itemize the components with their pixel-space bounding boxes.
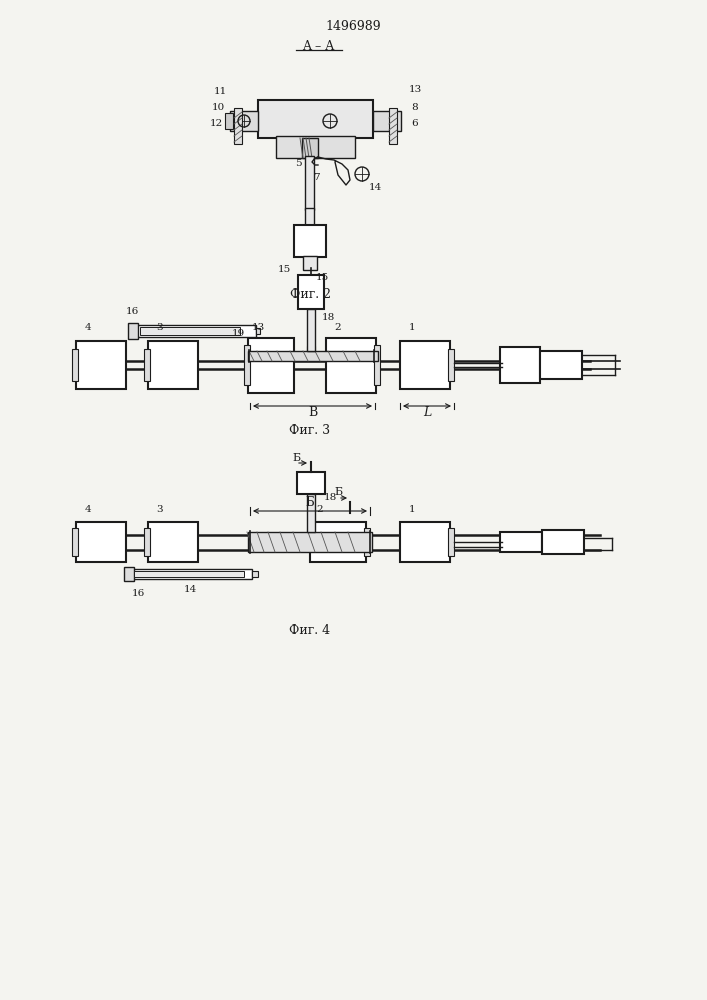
Bar — [148, 522, 198, 562]
Bar — [136, 325, 256, 337]
Bar — [373, 111, 401, 131]
Text: 1: 1 — [409, 322, 415, 332]
Text: 1: 1 — [409, 506, 415, 514]
Text: 15: 15 — [315, 272, 329, 282]
Bar — [76, 341, 126, 389]
Bar — [542, 530, 584, 554]
Bar — [307, 346, 315, 351]
Text: 13: 13 — [252, 322, 264, 332]
Bar — [400, 522, 450, 562]
Bar — [234, 108, 242, 144]
Text: 1496989: 1496989 — [325, 19, 381, 32]
Bar — [389, 108, 397, 144]
Bar — [448, 349, 454, 381]
Bar — [72, 528, 78, 556]
Bar — [148, 341, 198, 389]
Text: 14: 14 — [368, 184, 382, 192]
Text: 13: 13 — [409, 86, 421, 95]
Text: 11: 11 — [214, 88, 227, 97]
Bar — [500, 532, 542, 552]
Bar — [400, 341, 450, 389]
Text: 18: 18 — [323, 493, 337, 502]
Bar — [307, 309, 315, 351]
Bar — [294, 225, 326, 257]
Text: 5: 5 — [295, 159, 301, 168]
Bar — [258, 100, 373, 138]
Bar — [448, 528, 454, 556]
Text: 4: 4 — [85, 322, 91, 332]
Text: 7: 7 — [312, 174, 320, 182]
Bar — [540, 351, 582, 379]
Text: 10: 10 — [211, 103, 225, 111]
Text: 2: 2 — [334, 322, 341, 332]
Bar — [128, 323, 138, 339]
Bar — [72, 349, 78, 381]
Bar — [248, 338, 294, 393]
Text: L: L — [423, 406, 431, 420]
Bar — [144, 349, 150, 381]
Text: 2: 2 — [317, 506, 323, 514]
Text: 3: 3 — [157, 506, 163, 514]
Bar — [144, 528, 150, 556]
Text: Фиг. 2: Фиг. 2 — [289, 288, 330, 300]
Bar — [248, 532, 372, 552]
Text: A – A: A – A — [302, 39, 334, 52]
Text: Б: Б — [334, 487, 342, 497]
Text: Фиг. 4: Фиг. 4 — [289, 624, 331, 637]
Text: В: В — [308, 406, 317, 420]
Bar — [303, 256, 317, 270]
Bar — [297, 472, 325, 494]
Bar — [140, 327, 240, 335]
Text: 12: 12 — [209, 119, 223, 128]
Bar — [298, 275, 324, 309]
Bar — [252, 571, 258, 577]
Text: 8: 8 — [411, 104, 419, 112]
Text: 3: 3 — [157, 322, 163, 332]
Bar — [305, 156, 314, 210]
Text: 18: 18 — [322, 312, 334, 322]
Text: Фиг. 3: Фиг. 3 — [289, 424, 331, 436]
Bar — [244, 345, 250, 385]
Bar — [248, 351, 378, 361]
Text: 6: 6 — [411, 119, 419, 128]
Text: Б: Б — [305, 495, 315, 508]
Text: 19: 19 — [231, 328, 245, 338]
Bar — [256, 328, 260, 334]
Text: Б: Б — [292, 453, 300, 463]
Bar — [364, 528, 370, 556]
Bar — [130, 569, 252, 579]
Bar — [124, 567, 134, 581]
Text: 4: 4 — [85, 506, 91, 514]
Bar — [307, 494, 315, 532]
Bar — [326, 338, 376, 393]
Text: 16: 16 — [132, 589, 145, 598]
Bar — [310, 522, 366, 562]
Text: 16: 16 — [125, 306, 139, 316]
Bar — [230, 111, 258, 131]
Bar — [276, 136, 355, 158]
Bar — [374, 345, 380, 385]
Bar — [76, 522, 126, 562]
Text: 15: 15 — [277, 265, 291, 274]
Bar — [500, 347, 540, 383]
Bar — [134, 571, 244, 577]
Text: 14: 14 — [183, 585, 197, 594]
Bar — [225, 113, 233, 129]
Bar — [305, 208, 314, 227]
Bar — [302, 138, 318, 158]
